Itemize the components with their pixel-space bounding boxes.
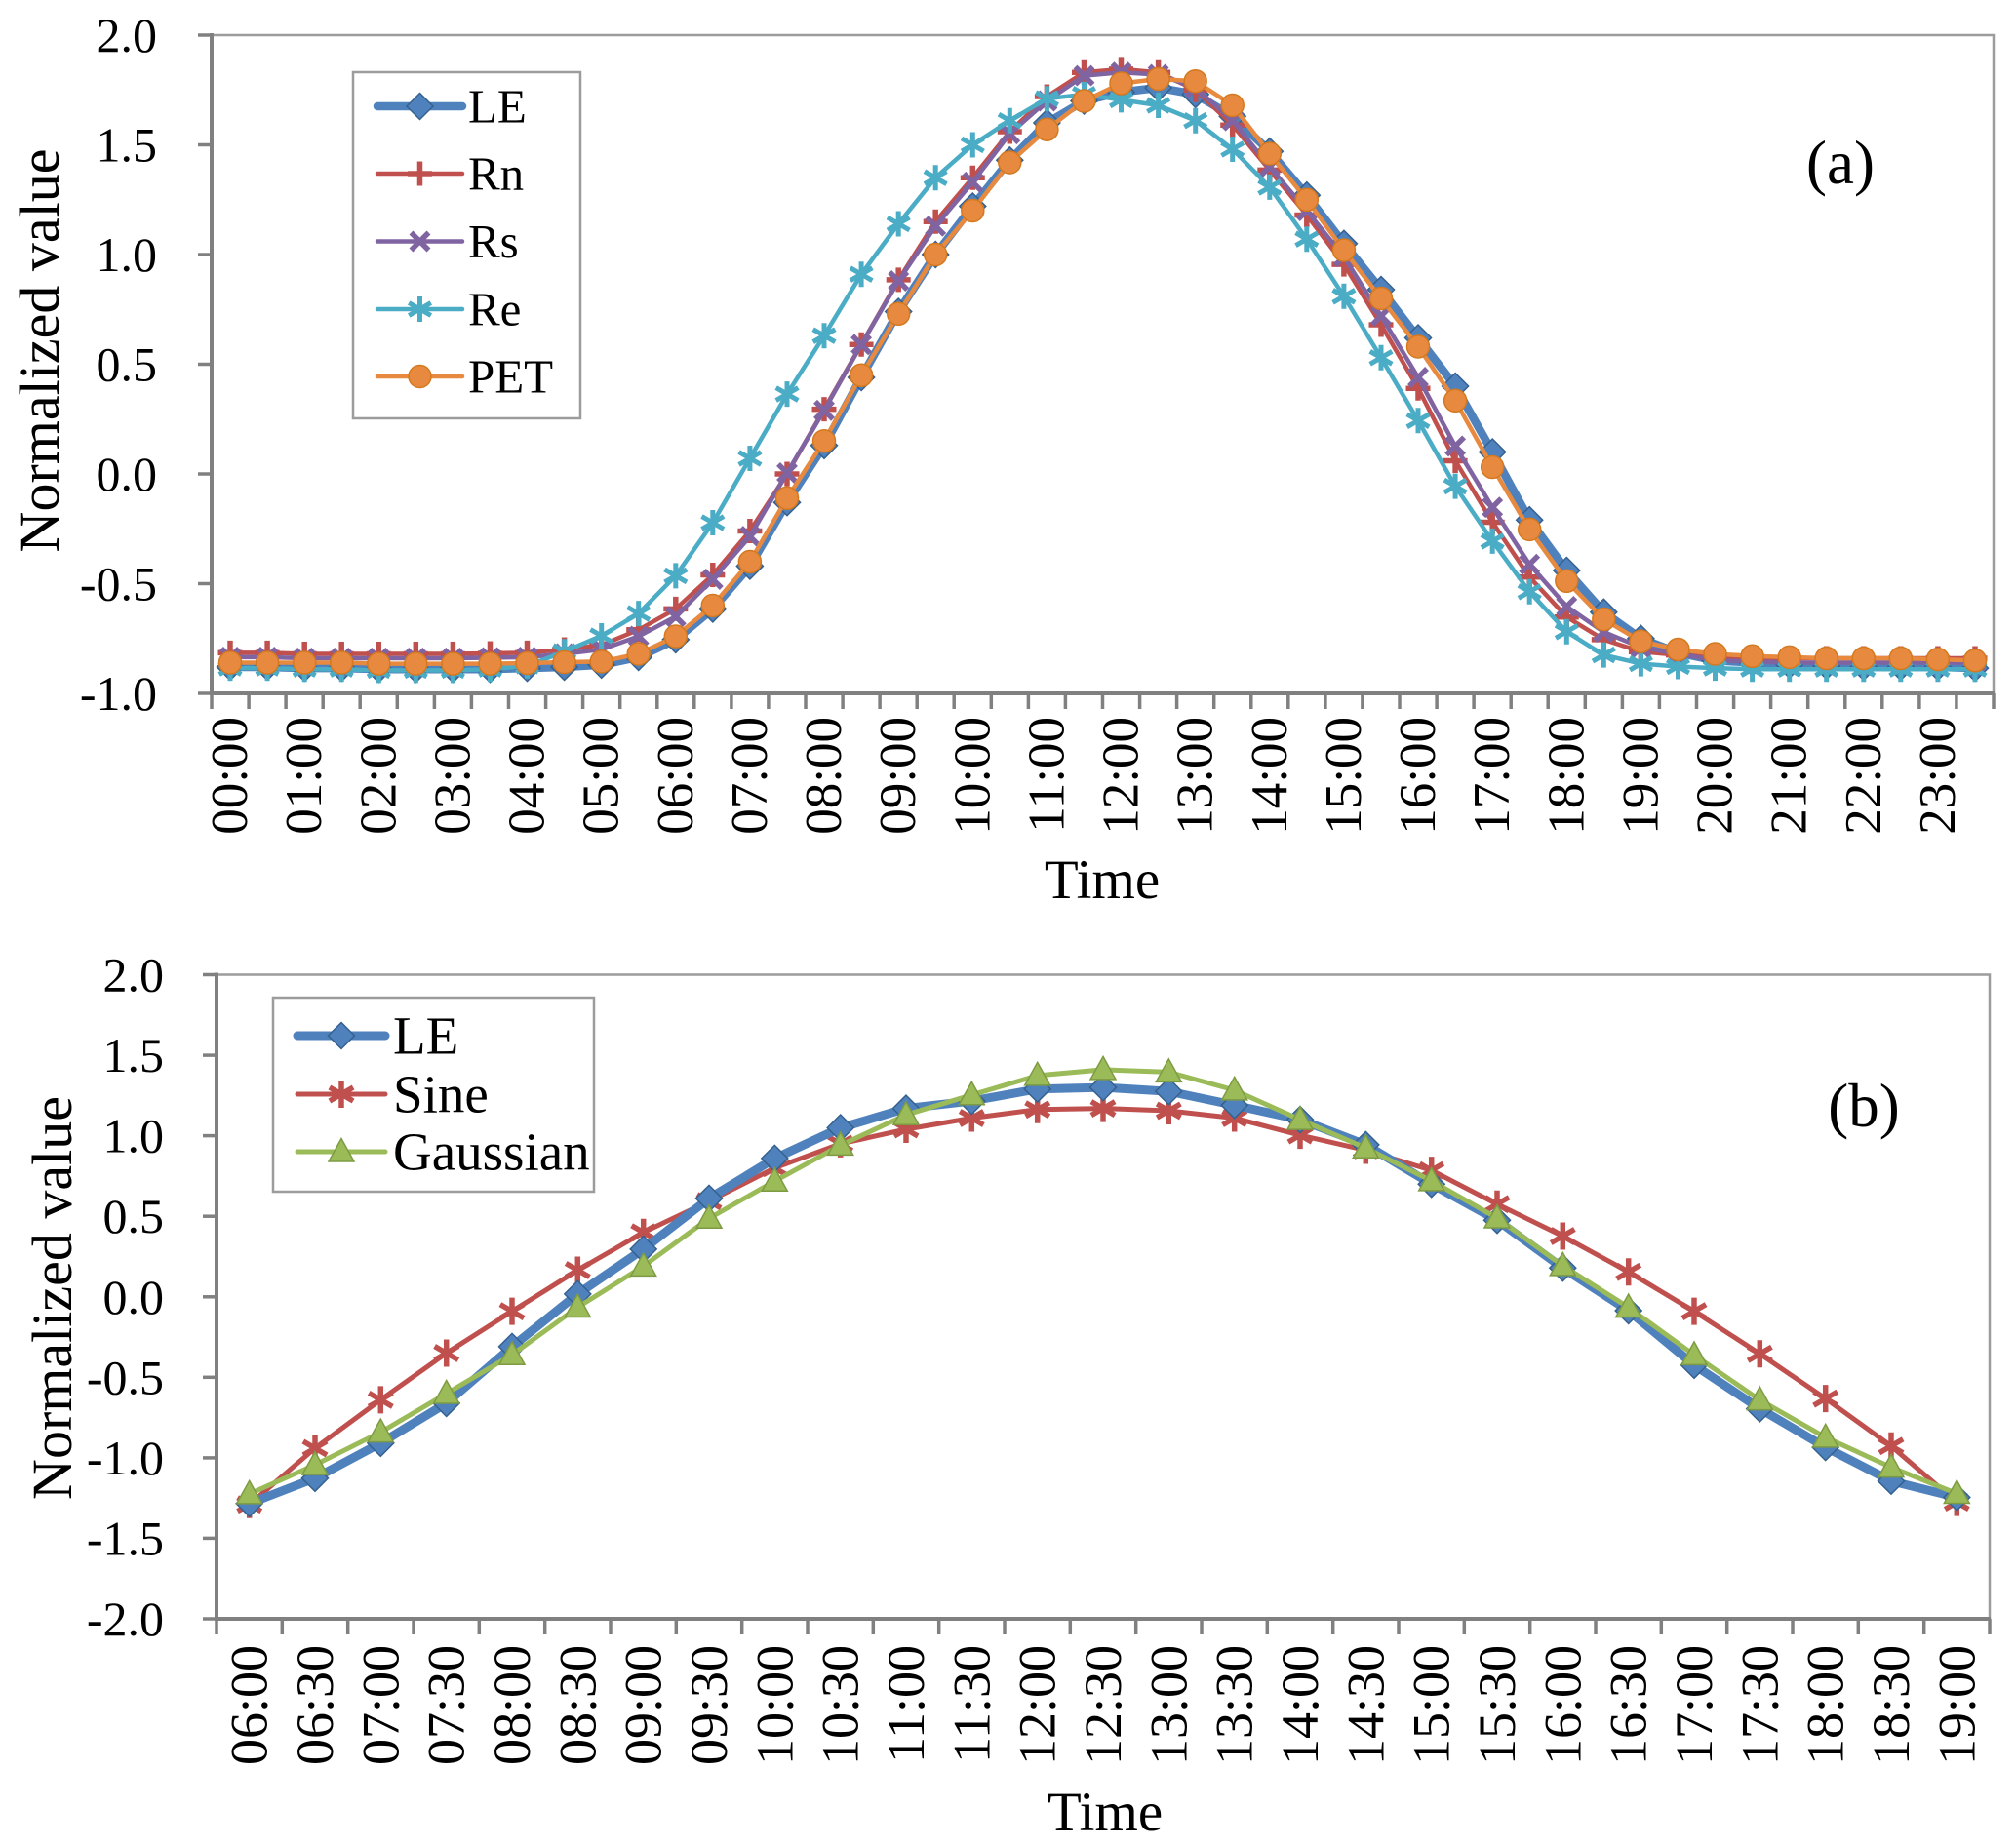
svg-text:18:30: 18:30 xyxy=(1862,1645,1920,1765)
svg-text:1.5: 1.5 xyxy=(103,1028,165,1082)
svg-text:08:00: 08:00 xyxy=(483,1645,541,1765)
svg-text:14:00: 14:00 xyxy=(1242,717,1298,835)
svg-text:14:30: 14:30 xyxy=(1336,1645,1395,1765)
svg-text:15:00: 15:00 xyxy=(1316,717,1372,835)
svg-text:16:00: 16:00 xyxy=(1390,717,1446,835)
svg-text:17:30: 17:30 xyxy=(1730,1645,1789,1765)
svg-text:Sine: Sine xyxy=(393,1065,489,1124)
svg-text:14:00: 14:00 xyxy=(1271,1645,1329,1765)
svg-text:10:00: 10:00 xyxy=(944,717,1001,835)
svg-text:-1.0: -1.0 xyxy=(80,666,157,721)
svg-text:18:00: 18:00 xyxy=(1797,1645,1855,1765)
svg-text:08:00: 08:00 xyxy=(796,717,852,835)
svg-text:16:00: 16:00 xyxy=(1533,1645,1592,1765)
svg-text:12:00: 12:00 xyxy=(1008,1645,1067,1765)
svg-text:LE: LE xyxy=(393,1006,458,1066)
svg-text:(a): (a) xyxy=(1806,129,1875,197)
svg-text:09:00: 09:00 xyxy=(870,717,927,835)
svg-text:19:00: 19:00 xyxy=(1612,717,1669,835)
svg-text:2.0: 2.0 xyxy=(103,948,165,1003)
svg-text:0.5: 0.5 xyxy=(103,1189,165,1243)
svg-text:17:00: 17:00 xyxy=(1464,717,1521,835)
svg-text:08:30: 08:30 xyxy=(548,1645,607,1765)
svg-text:1.0: 1.0 xyxy=(97,227,158,282)
svg-text:03:00: 03:00 xyxy=(424,717,481,835)
svg-text:Time: Time xyxy=(1045,849,1160,911)
svg-text:11:00: 11:00 xyxy=(877,1645,935,1763)
svg-text:09:00: 09:00 xyxy=(614,1645,673,1765)
svg-text:01:00: 01:00 xyxy=(276,717,333,835)
svg-text:06:00: 06:00 xyxy=(648,717,704,835)
svg-text:PET: PET xyxy=(468,350,553,404)
svg-text:15:00: 15:00 xyxy=(1403,1645,1461,1765)
svg-text:13:00: 13:00 xyxy=(1139,1645,1198,1765)
svg-text:11:00: 11:00 xyxy=(1018,717,1075,833)
svg-text:10:00: 10:00 xyxy=(745,1645,804,1765)
svg-text:07:30: 07:30 xyxy=(417,1645,476,1765)
svg-text:LE: LE xyxy=(468,80,527,134)
svg-text:-1.5: -1.5 xyxy=(87,1511,164,1565)
svg-text:Normalized value: Normalized value xyxy=(8,149,71,553)
svg-text:19:00: 19:00 xyxy=(1927,1645,1986,1765)
svg-text:16:30: 16:30 xyxy=(1600,1645,1658,1765)
svg-text:18:00: 18:00 xyxy=(1538,717,1595,835)
svg-text:0.0: 0.0 xyxy=(97,447,158,501)
svg-text:00:00: 00:00 xyxy=(202,717,258,835)
svg-text:11:30: 11:30 xyxy=(942,1645,1001,1763)
svg-text:-0.5: -0.5 xyxy=(80,557,157,611)
svg-text:23:00: 23:00 xyxy=(1910,717,1966,835)
svg-text:15:30: 15:30 xyxy=(1468,1645,1526,1765)
svg-text:06:00: 06:00 xyxy=(220,1645,279,1765)
svg-text:Normalized value: Normalized value xyxy=(20,1096,84,1500)
svg-text:09:30: 09:30 xyxy=(680,1645,738,1765)
svg-text:10:30: 10:30 xyxy=(811,1645,870,1765)
svg-text:20:00: 20:00 xyxy=(1687,717,1744,835)
svg-text:Gaussian: Gaussian xyxy=(393,1122,590,1182)
svg-text:(b): (b) xyxy=(1828,1072,1899,1140)
svg-text:13:00: 13:00 xyxy=(1167,717,1224,835)
svg-text:-1.0: -1.0 xyxy=(87,1431,164,1485)
svg-text:12:30: 12:30 xyxy=(1074,1645,1132,1765)
svg-text:06:30: 06:30 xyxy=(286,1645,344,1765)
svg-text:0.0: 0.0 xyxy=(103,1270,165,1324)
svg-text:1.5: 1.5 xyxy=(97,118,158,173)
svg-text:Rs: Rs xyxy=(468,215,519,268)
svg-text:07:00: 07:00 xyxy=(722,717,778,835)
svg-text:17:00: 17:00 xyxy=(1665,1645,1723,1765)
svg-text:21:00: 21:00 xyxy=(1761,717,1818,835)
svg-text:05:00: 05:00 xyxy=(573,717,630,835)
svg-text:02:00: 02:00 xyxy=(350,717,407,835)
svg-text:2.0: 2.0 xyxy=(97,8,158,62)
svg-text:04:00: 04:00 xyxy=(499,717,556,835)
svg-text:Re: Re xyxy=(468,283,521,336)
svg-text:Time: Time xyxy=(1048,1782,1163,1843)
svg-text:0.5: 0.5 xyxy=(97,337,158,392)
svg-text:-0.5: -0.5 xyxy=(87,1350,164,1404)
svg-text:Rn: Rn xyxy=(468,147,524,201)
svg-text:1.0: 1.0 xyxy=(103,1109,165,1163)
svg-text:12:00: 12:00 xyxy=(1093,717,1150,835)
svg-text:07:00: 07:00 xyxy=(351,1645,410,1765)
svg-text:-2.0: -2.0 xyxy=(87,1592,164,1646)
svg-text:22:00: 22:00 xyxy=(1836,717,1892,835)
svg-text:13:30: 13:30 xyxy=(1206,1645,1264,1765)
